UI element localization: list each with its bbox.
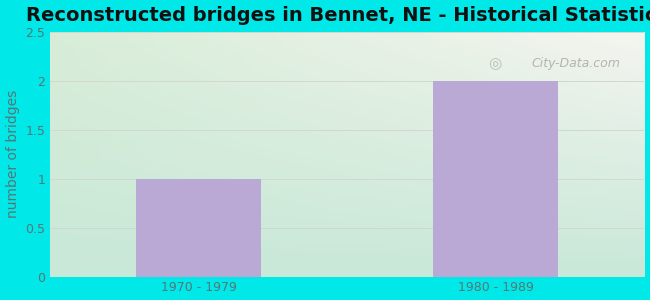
Title: Reconstructed bridges in Bennet, NE - Historical Statistics: Reconstructed bridges in Bennet, NE - Hi… xyxy=(26,6,650,25)
Bar xyxy=(136,178,261,277)
Y-axis label: number of bridges: number of bridges xyxy=(6,90,20,218)
Text: City-Data.com: City-Data.com xyxy=(532,57,621,70)
Bar xyxy=(434,81,558,277)
Text: ◎: ◎ xyxy=(489,56,502,71)
